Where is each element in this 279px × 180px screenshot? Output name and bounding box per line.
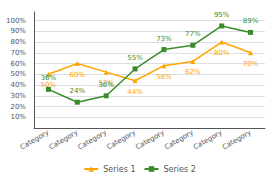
- svg-text:Category: Category: [48, 129, 80, 152]
- svg-text:80%: 80%: [10, 38, 26, 46]
- svg-text:77%: 77%: [185, 30, 201, 38]
- svg-text:44%: 44%: [127, 88, 143, 96]
- svg-text:Category: Category: [134, 129, 166, 152]
- svg-text:73%: 73%: [156, 35, 172, 43]
- svg-text:30%: 30%: [98, 81, 114, 89]
- svg-text:95%: 95%: [214, 11, 230, 19]
- svg-text:20%: 20%: [10, 103, 26, 111]
- svg-text:70%: 70%: [10, 49, 26, 57]
- svg-text:58%: 58%: [156, 73, 172, 81]
- svg-text:50%: 50%: [10, 70, 26, 78]
- svg-text:62%: 62%: [185, 68, 201, 76]
- svg-text:70%: 70%: [243, 60, 259, 68]
- svg-text:55%: 55%: [127, 54, 143, 62]
- svg-text:10%: 10%: [10, 113, 26, 121]
- svg-text:Category: Category: [221, 129, 253, 152]
- svg-text:50%: 50%: [41, 81, 57, 89]
- svg-text:Category: Category: [77, 129, 109, 152]
- svg-text:Category: Category: [192, 129, 224, 152]
- svg-text:60%: 60%: [70, 71, 86, 79]
- svg-text:89%: 89%: [243, 17, 259, 25]
- svg-text:80%: 80%: [214, 49, 230, 57]
- svg-text:24%: 24%: [70, 87, 86, 95]
- svg-text:40%: 40%: [10, 81, 26, 89]
- svg-text:100%: 100%: [6, 17, 26, 25]
- svg-text:Series 1: Series 1: [103, 165, 135, 174]
- svg-text:Category: Category: [163, 129, 195, 152]
- svg-text:Category: Category: [105, 129, 137, 152]
- svg-text:60%: 60%: [10, 60, 26, 68]
- svg-text:36%: 36%: [41, 74, 57, 82]
- svg-text:Series 2: Series 2: [164, 165, 196, 174]
- svg-text:Category: Category: [19, 129, 51, 152]
- svg-text:30%: 30%: [10, 92, 26, 100]
- svg-text:90%: 90%: [10, 27, 26, 35]
